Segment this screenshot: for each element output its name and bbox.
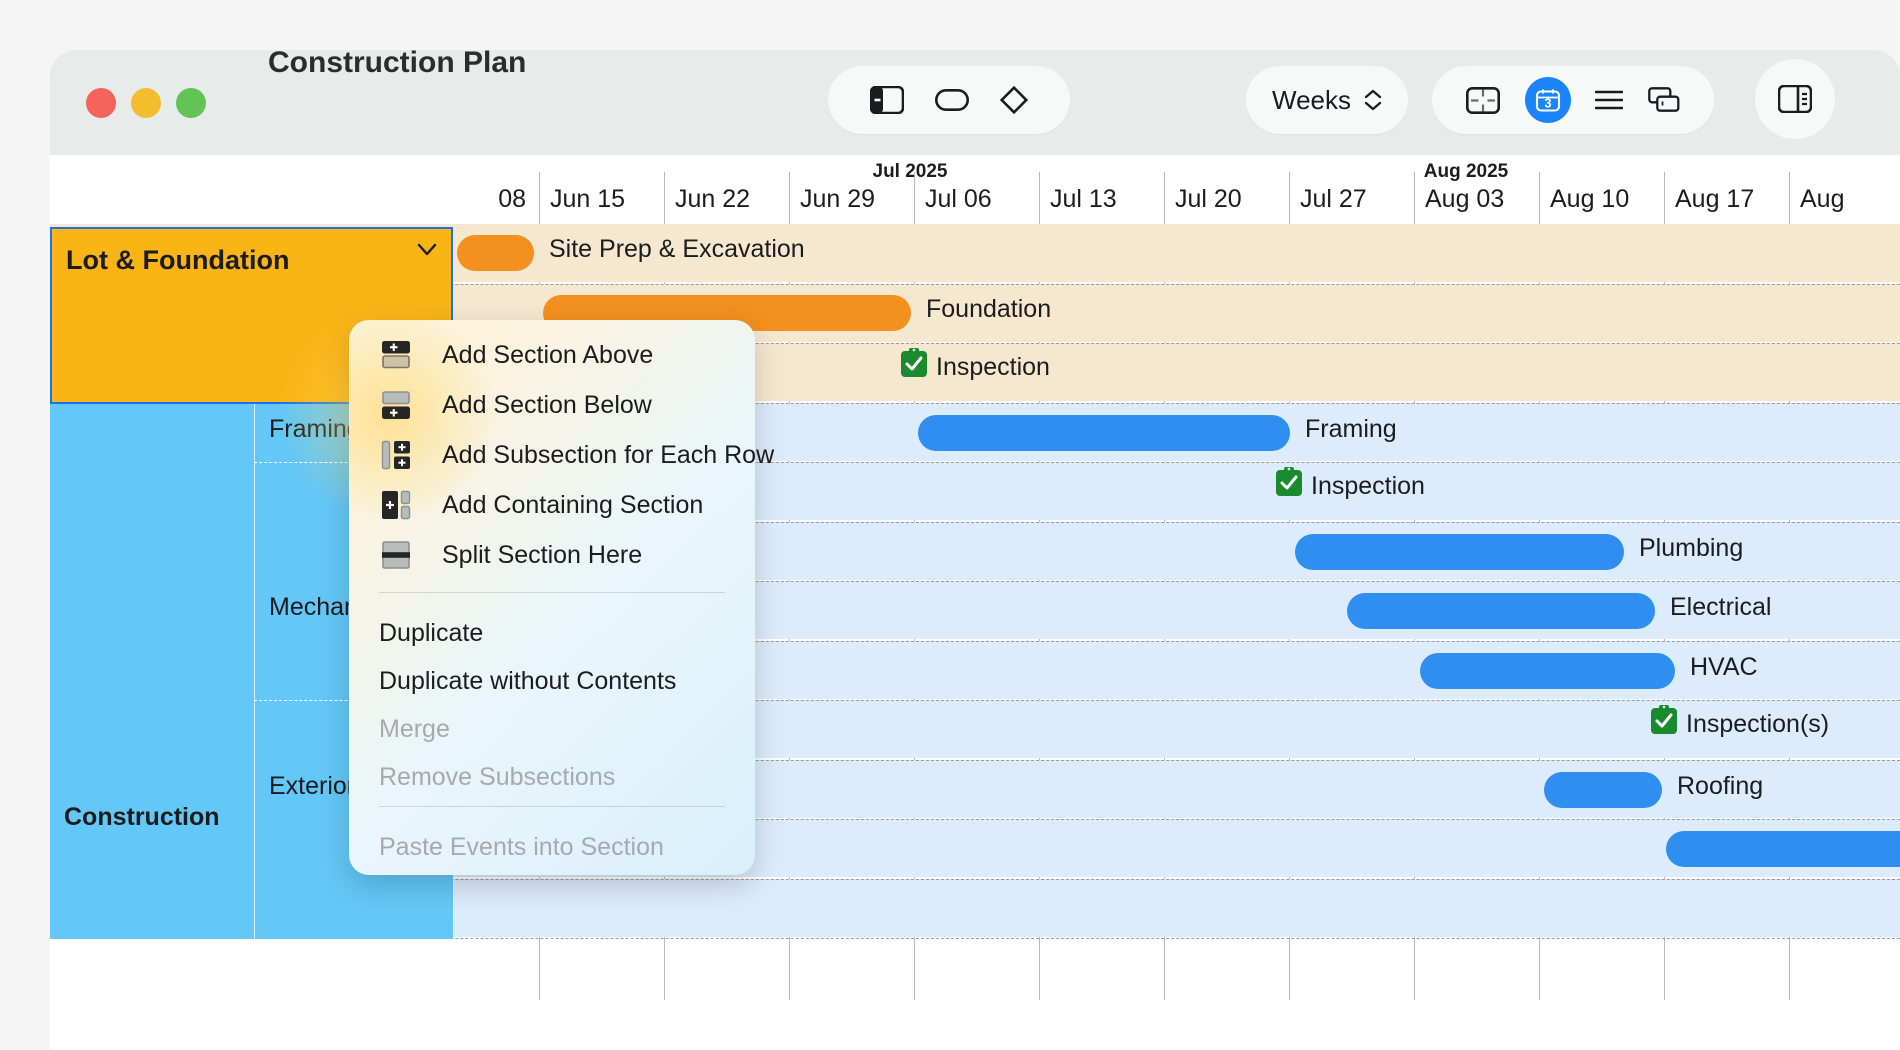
svg-text:3: 3	[1544, 97, 1551, 111]
